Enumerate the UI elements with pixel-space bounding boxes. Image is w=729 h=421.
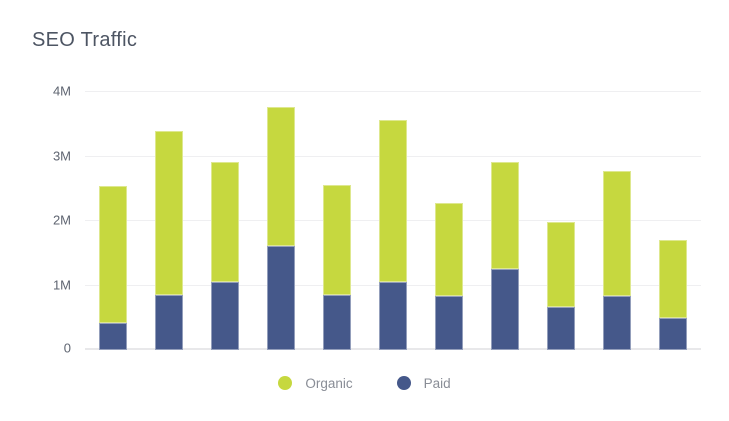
bar-band	[85, 92, 141, 350]
bar-segment-organic[interactable]	[491, 161, 519, 269]
bar-band	[477, 92, 533, 350]
bar-segment-paid[interactable]	[99, 322, 127, 350]
bar-segment-organic[interactable]	[99, 186, 127, 323]
bar-group[interactable]	[491, 92, 519, 350]
bar-group[interactable]	[211, 92, 239, 350]
bar-group[interactable]	[155, 92, 183, 350]
bar-group[interactable]	[547, 92, 575, 350]
bar-band	[365, 92, 421, 350]
bars-container	[85, 92, 701, 350]
bar-segment-paid[interactable]	[659, 317, 687, 350]
bar-segment-paid[interactable]	[155, 295, 183, 350]
bar-segment-paid[interactable]	[435, 295, 463, 350]
legend-item-organic[interactable]: Organic	[278, 375, 353, 391]
bar-band	[421, 92, 477, 350]
bar-band	[533, 92, 589, 350]
bar-band	[309, 92, 365, 350]
bar-segment-paid[interactable]	[491, 268, 519, 350]
legend-dot-paid	[396, 376, 411, 390]
bar-segment-organic[interactable]	[379, 120, 407, 282]
chart-title: SEO Traffic	[32, 29, 138, 51]
bar-band	[141, 92, 197, 350]
bar-band	[589, 92, 645, 350]
bar-group[interactable]	[323, 92, 351, 350]
y-axis-tick-label: 3M	[52, 148, 71, 163]
bar-segment-organic[interactable]	[323, 184, 351, 296]
bar-group[interactable]	[603, 92, 631, 350]
legend-label: Paid	[423, 375, 451, 391]
bar-segment-organic[interactable]	[603, 171, 631, 296]
bar-group[interactable]	[379, 92, 407, 350]
y-axis-tick-label: 0	[63, 340, 71, 356]
legend-dot-organic	[278, 376, 293, 390]
bar-segment-organic[interactable]	[267, 106, 295, 247]
bar-band	[253, 92, 309, 350]
bar-segment-organic[interactable]	[211, 161, 239, 282]
bar-segment-organic[interactable]	[155, 131, 183, 296]
bar-segment-paid[interactable]	[547, 307, 575, 350]
bar-segment-paid[interactable]	[603, 295, 631, 350]
bar-segment-paid[interactable]	[267, 246, 295, 350]
bar-group[interactable]	[267, 92, 295, 350]
y-axis-tick-label: 4M	[52, 83, 71, 99]
y-axis-tick-label: 1M	[52, 277, 71, 292]
legend-label: Organic	[305, 375, 353, 391]
bar-segment-organic[interactable]	[659, 239, 687, 318]
plot-area: 0 1M 2M 3M 4M	[53, 84, 701, 356]
bar-group[interactable]	[659, 92, 687, 350]
bar-segment-organic[interactable]	[435, 202, 463, 296]
bar-band	[197, 92, 253, 350]
bar-group[interactable]	[99, 92, 127, 350]
gridline: 4M	[53, 84, 701, 99]
bar-segment-paid[interactable]	[323, 295, 351, 350]
bar-segment-paid[interactable]	[379, 281, 407, 350]
y-axis-tick-label: 2M	[52, 212, 71, 228]
bar-band	[645, 92, 701, 350]
bar-segment-paid[interactable]	[211, 281, 239, 350]
legend: Organic Paid	[0, 374, 729, 392]
bar-group[interactable]	[435, 92, 463, 350]
legend-item-paid[interactable]: Paid	[396, 375, 451, 391]
bar-segment-organic[interactable]	[547, 222, 575, 308]
